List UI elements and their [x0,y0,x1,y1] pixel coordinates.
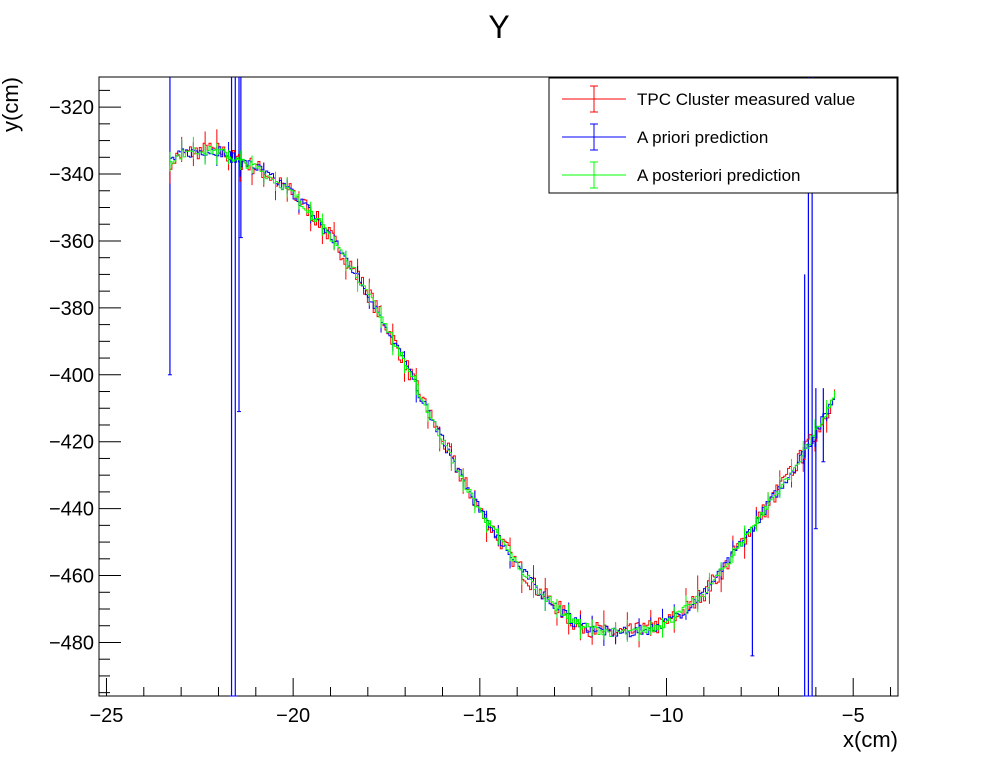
x-tick-label: −5 [842,705,865,727]
x-tick-label: −25 [89,705,123,727]
series-line [169,146,835,637]
legend-label: A posteriori prediction [637,166,800,185]
x-tick-label: −20 [276,705,310,727]
y-tick-label: −340 [49,164,94,186]
series-2 [169,136,835,642]
y-axis: −320 −340 −360 −380 −400 −420 −440 −460 −480 [49,89,121,694]
series-layer [169,129,835,648]
chart-title: Y [488,9,509,45]
y-axis-title: y(cm) [0,77,23,132]
y-tick-label: −400 [49,365,94,387]
legend-box [548,77,898,194]
plot-frame [98,76,899,697]
series-line [169,146,835,638]
y-tick-label: −440 [49,499,94,521]
x-axis-title: x(cm) [843,727,898,752]
legend-label: TPC Cluster measured value [637,90,855,109]
y-tick-label: −420 [49,432,94,454]
x-tick-label: −15 [463,705,497,727]
legend: TPC Cluster measured value A priori predi… [548,77,898,194]
series-line [169,142,835,638]
series-1 [169,140,835,646]
series-0 [169,129,835,648]
y-tick-label: −480 [49,632,94,654]
y-tick-label: −360 [49,231,94,253]
legend-label: A priori prediction [637,128,768,147]
x-tick-label: −10 [650,705,684,727]
y-tick-label: −380 [49,298,94,320]
x-axis: −25 −20 −15 −10 −5 [89,678,892,727]
y-tick-label: −460 [49,566,94,588]
y-tick-label: −320 [49,97,94,119]
